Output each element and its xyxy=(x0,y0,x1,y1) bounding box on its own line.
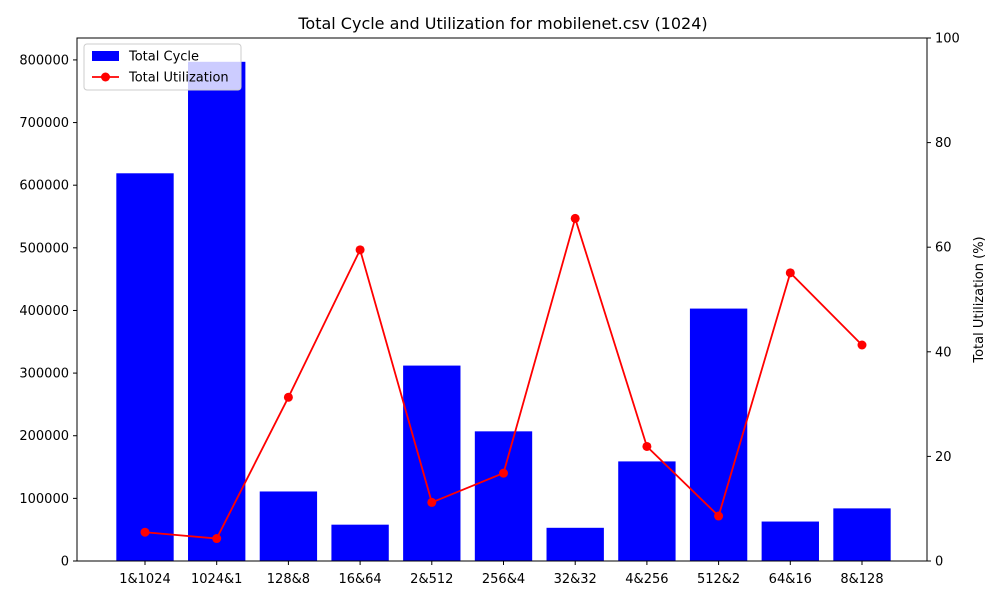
y-left-tick-label: 800000 xyxy=(19,53,69,68)
bar-512&2 xyxy=(689,308,748,561)
x-tick-label: 64&16 xyxy=(769,572,812,587)
utilization-point-64&16 xyxy=(785,268,795,278)
utilization-point-4&256 xyxy=(642,441,652,451)
legend-marker-total-utilization xyxy=(101,72,110,82)
bar-256&4 xyxy=(474,431,533,561)
bar-1&1024 xyxy=(116,173,174,561)
y-left-tick-label: 500000 xyxy=(19,241,69,256)
x-tick-label: 16&64 xyxy=(338,572,381,587)
y-left-tick-label: 200000 xyxy=(19,429,69,444)
utilization-point-32&32 xyxy=(570,213,580,223)
y-right-tick-label: 20 xyxy=(935,450,952,465)
x-tick-label: 8&128 xyxy=(840,572,883,587)
legend-swatch-total-cycle xyxy=(92,51,119,61)
plot-frame xyxy=(76,37,928,562)
y-left-tick-label: 600000 xyxy=(19,179,69,194)
x-tick-label: 1&1024 xyxy=(119,572,171,587)
x-tick-label: 512&2 xyxy=(697,572,740,587)
x-tick-label: 128&8 xyxy=(267,572,310,587)
bar-32&32 xyxy=(546,527,604,561)
utilization-point-1024&1 xyxy=(212,534,222,544)
x-tick-label: 1024&1 xyxy=(191,572,243,587)
y-right-tick-label: 40 xyxy=(935,345,952,360)
utilization-point-16&64 xyxy=(355,245,365,255)
utilization-point-128&8 xyxy=(283,392,293,402)
utilization-point-2&512 xyxy=(427,497,437,507)
y-left-tick-label: 300000 xyxy=(19,367,69,382)
y-left-tick-label: 0 xyxy=(61,555,69,570)
bar-64&16 xyxy=(761,521,819,561)
y-right-tick-label: 0 xyxy=(935,555,943,570)
x-tick-label: 32&32 xyxy=(554,572,597,587)
y-right-tick-label: 60 xyxy=(935,241,952,256)
x-tick-label: 2&512 xyxy=(410,572,453,587)
utilization-point-8&128 xyxy=(857,340,867,350)
bar-4&256 xyxy=(618,461,676,561)
legend: Total Cycle Total Utilization xyxy=(83,43,242,91)
y-right-tick-label: 100 xyxy=(935,32,960,47)
utilization-point-1&1024 xyxy=(140,527,150,537)
bar-8&128 xyxy=(833,508,891,561)
x-tick-label: 4&256 xyxy=(625,572,668,587)
bar-2&512 xyxy=(403,365,461,561)
y-left-tick-label: 100000 xyxy=(19,492,69,507)
bar-1024&1 xyxy=(188,61,246,561)
legend-box xyxy=(83,43,242,91)
utilization-point-512&2 xyxy=(714,511,724,521)
bar-16&64 xyxy=(331,524,389,561)
legend-label-total-utilization: Total Utilization xyxy=(128,71,229,86)
bar-128&8 xyxy=(259,491,318,561)
legend-label-total-cycle: Total Cycle xyxy=(128,50,199,65)
chart-title: Total Cycle and Utilization for mobilene… xyxy=(297,14,707,33)
utilization-point-256&4 xyxy=(499,468,508,478)
x-tick-label: 256&4 xyxy=(482,572,525,587)
y-right-axis-label: Total Utilization (%) xyxy=(972,236,987,363)
y-left-tick-label: 400000 xyxy=(19,304,69,319)
plot-area: 1&1024 1024&1 128&8 16&64 2&512 256&4 32&32 4&2… xyxy=(19,32,987,588)
y-right-tick-label: 80 xyxy=(935,136,952,151)
y-left-tick-label: 700000 xyxy=(19,116,69,131)
